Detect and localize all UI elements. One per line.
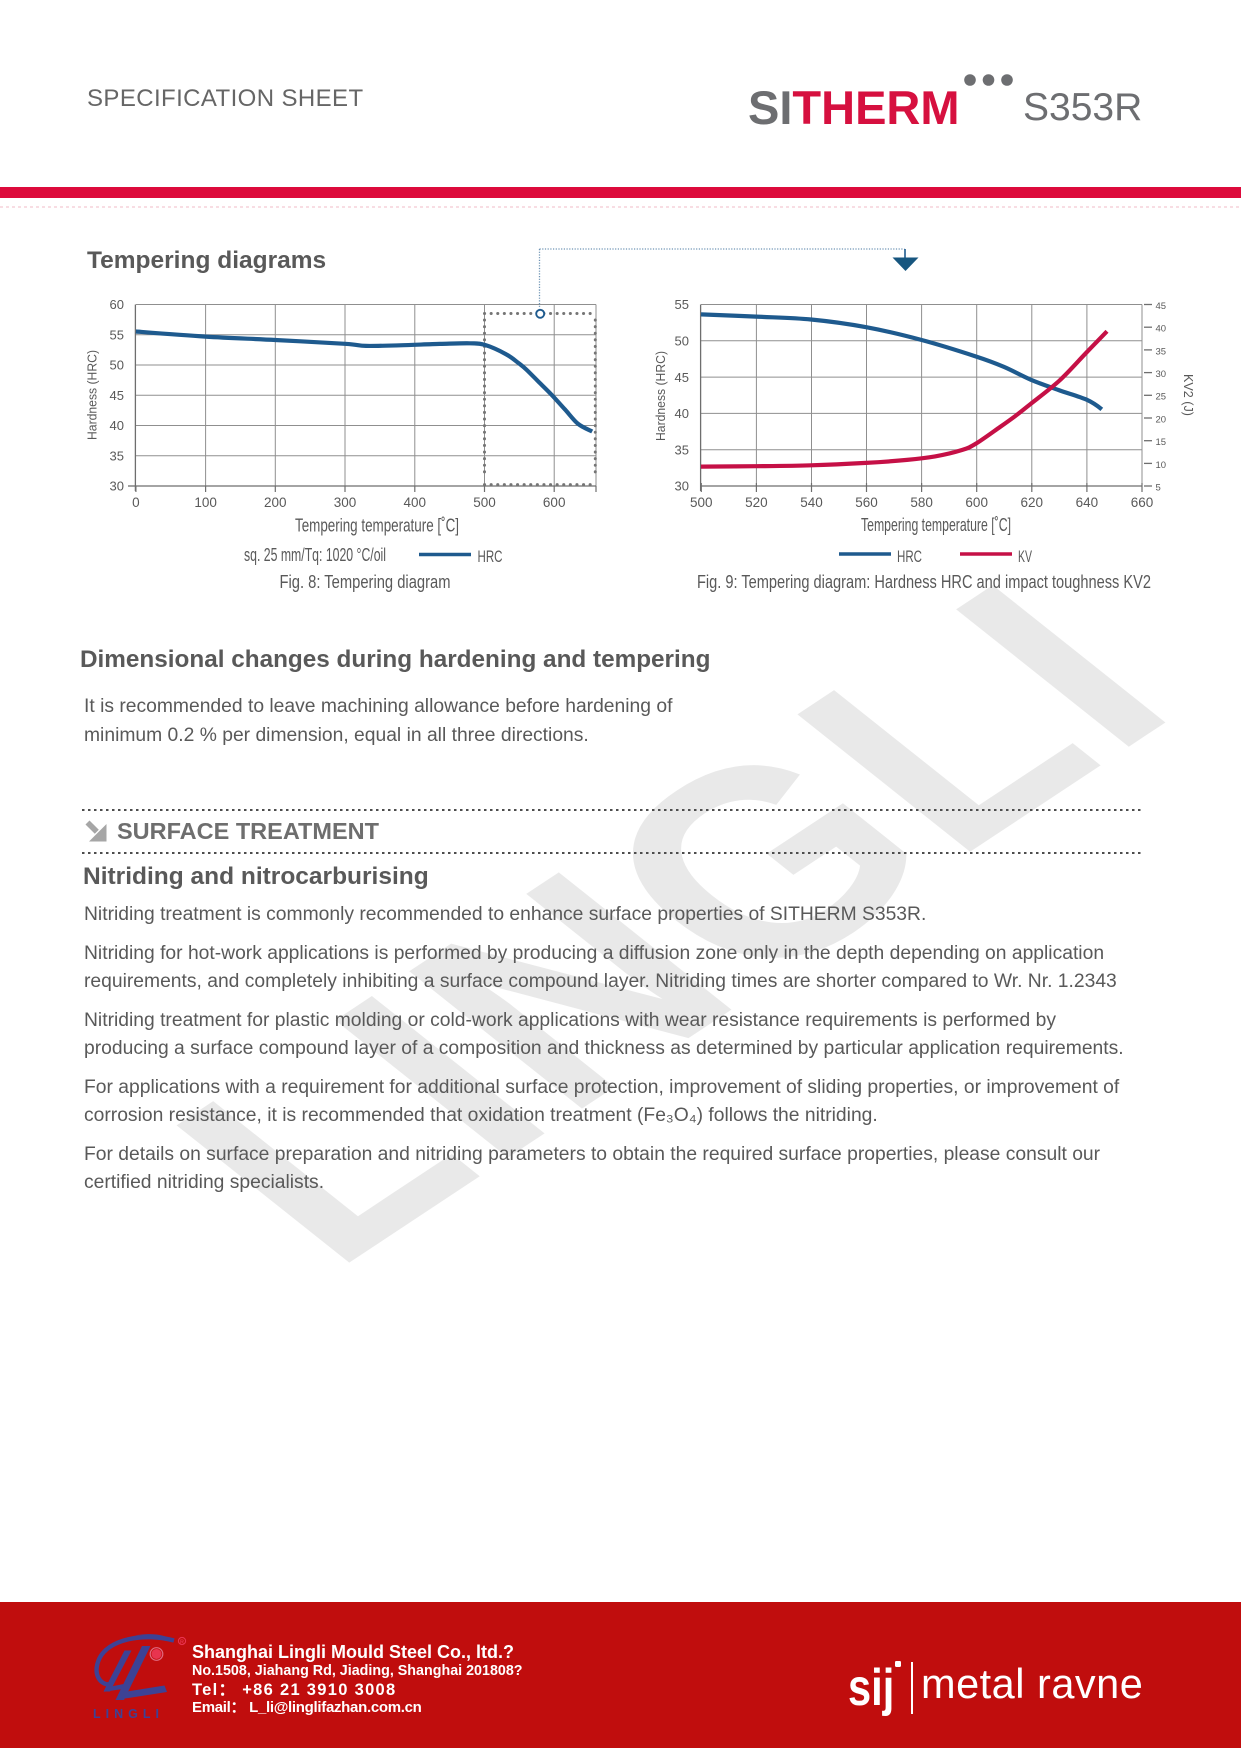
svg-text:40: 40	[675, 406, 689, 421]
svg-text:KV: KV	[1018, 547, 1032, 566]
svg-text:35: 35	[1156, 346, 1167, 357]
svg-text:620: 620	[1021, 495, 1044, 510]
svg-text:Fig. 8: Tempering diagram: Fig. 8: Tempering diagram	[280, 572, 451, 592]
svg-text:500: 500	[690, 495, 713, 510]
svg-text:540: 540	[800, 495, 823, 510]
svg-text:560: 560	[855, 495, 878, 510]
svg-text:LINGLI: LINGLI	[93, 1707, 164, 1721]
svg-text:Hardness (HRC): Hardness (HRC)	[653, 351, 668, 441]
svg-text:580: 580	[910, 495, 933, 510]
svg-text:sq. 25 mm/Tq: 1020 °C/oil: sq. 25 mm/Tq: 1020 °C/oil	[244, 545, 386, 565]
svg-text:Tempering temperature [˚C]: Tempering temperature [˚C]	[295, 516, 459, 536]
svg-text:500: 500	[473, 495, 496, 510]
svg-text:45: 45	[1156, 301, 1167, 312]
svg-text:30: 30	[1156, 369, 1167, 380]
svg-text:100: 100	[194, 495, 217, 510]
svg-text:600: 600	[965, 495, 988, 510]
svg-text:45: 45	[110, 388, 124, 403]
svg-text:40: 40	[110, 418, 124, 433]
svg-text:55: 55	[110, 328, 124, 343]
svg-text:HRC: HRC	[897, 547, 922, 566]
svg-text:45: 45	[675, 370, 689, 385]
svg-text:R: R	[180, 1640, 184, 1646]
svg-text:640: 640	[1076, 495, 1099, 510]
svg-text:Fig. 9: Tempering diagram: Har: Fig. 9: Tempering diagram: Hardness HRC …	[697, 572, 1151, 592]
svg-text:200: 200	[264, 495, 287, 510]
svg-text:50: 50	[110, 358, 124, 373]
svg-text:55: 55	[675, 297, 689, 312]
svg-text:Tempering temperature [˚C]: Tempering temperature [˚C]	[861, 515, 1011, 535]
svg-text:HRC: HRC	[478, 547, 503, 566]
svg-text:50: 50	[675, 334, 689, 349]
svg-text:35: 35	[110, 449, 124, 464]
svg-text:40: 40	[1156, 324, 1167, 335]
svg-text:30: 30	[675, 479, 689, 494]
svg-text:520: 520	[745, 495, 768, 510]
svg-text:10: 10	[1156, 460, 1167, 471]
svg-text:20: 20	[1156, 414, 1167, 425]
svg-text:300: 300	[334, 495, 357, 510]
svg-text:600: 600	[543, 495, 566, 510]
svg-text:5: 5	[1156, 482, 1161, 493]
svg-text:25: 25	[1156, 392, 1167, 403]
svg-text:KV2 (J): KV2 (J)	[1181, 374, 1196, 416]
svg-text:15: 15	[1156, 437, 1167, 448]
svg-text:60: 60	[110, 297, 124, 312]
svg-text:35: 35	[675, 442, 689, 457]
svg-text:660: 660	[1131, 495, 1154, 510]
svg-text:0: 0	[132, 495, 140, 510]
svg-text:30: 30	[110, 479, 124, 494]
svg-text:400: 400	[404, 495, 427, 510]
svg-text:Hardness (HRC): Hardness (HRC)	[85, 350, 100, 440]
